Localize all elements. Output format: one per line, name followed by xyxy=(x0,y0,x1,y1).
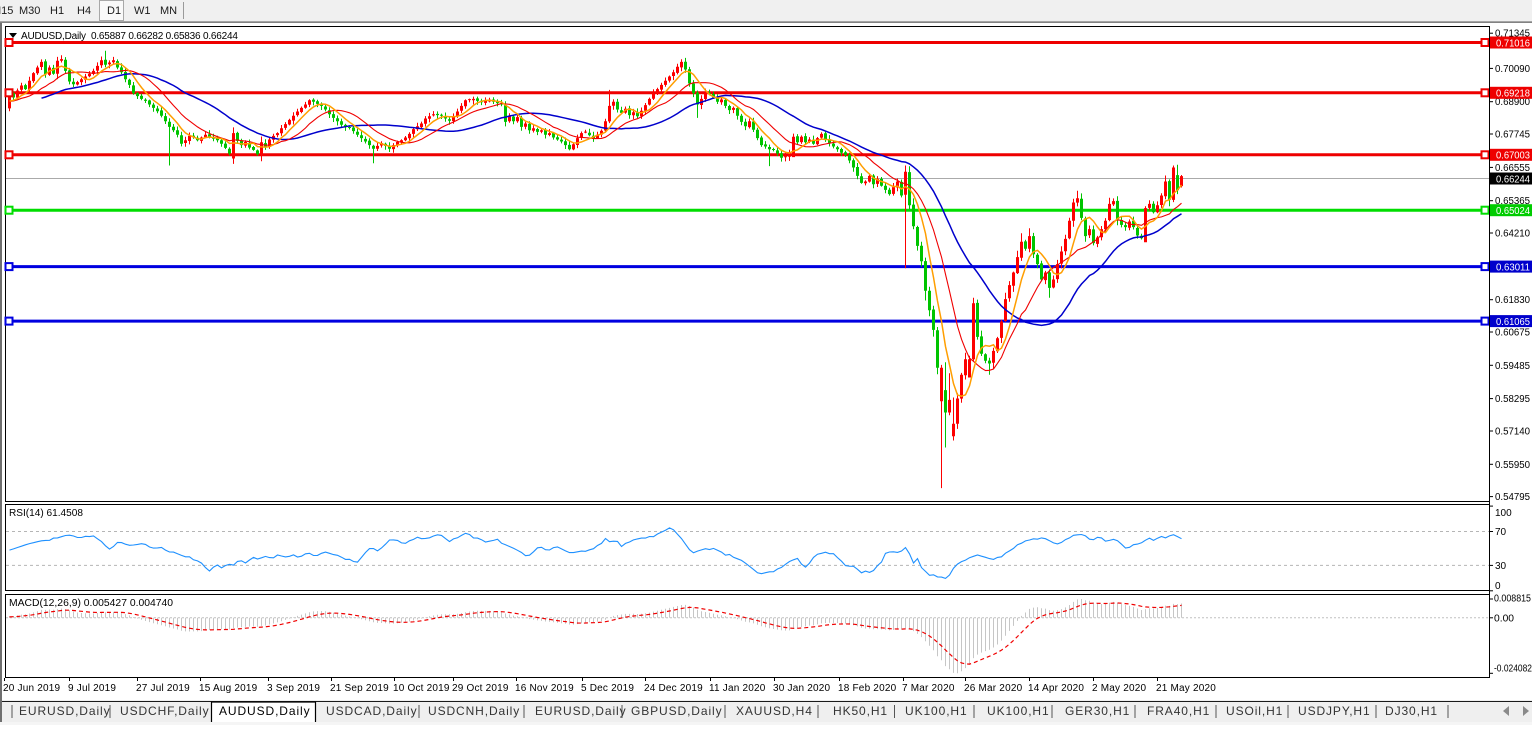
svg-text:GER30,H1: GER30,H1 xyxy=(1065,704,1130,718)
svg-text:-0.024082: -0.024082 xyxy=(1494,664,1532,675)
svg-text:MACD(12,26,9) 0.005427 0.00474: MACD(12,26,9) 0.005427 0.004740 xyxy=(9,598,173,609)
svg-text:0: 0 xyxy=(1495,581,1501,592)
svg-text:11 Jan 2020: 11 Jan 2020 xyxy=(709,683,766,694)
svg-text:2 May 2020: 2 May 2020 xyxy=(1092,683,1146,694)
svg-text:M15: M15 xyxy=(0,5,13,17)
svg-text:3 Sep 2019: 3 Sep 2019 xyxy=(267,683,320,694)
svg-text:USDCAD,Daily: USDCAD,Daily xyxy=(326,704,417,718)
svg-text:USOil,H1: USOil,H1 xyxy=(1226,704,1283,718)
svg-text:0.008815: 0.008815 xyxy=(1494,594,1531,605)
svg-text:0.67745: 0.67745 xyxy=(1495,130,1530,141)
svg-text:14 Apr 2020: 14 Apr 2020 xyxy=(1028,683,1084,694)
svg-text:30 Jan 2020: 30 Jan 2020 xyxy=(773,683,830,694)
svg-text:0.57140: 0.57140 xyxy=(1495,427,1530,438)
svg-text:EURUSD,Daily: EURUSD,Daily xyxy=(535,704,626,718)
svg-text:100: 100 xyxy=(1495,508,1512,519)
svg-text:EURUSD,Daily: EURUSD,Daily xyxy=(19,704,110,718)
svg-text:DJ30,H1: DJ30,H1 xyxy=(1385,704,1438,718)
svg-text:W1: W1 xyxy=(134,5,151,17)
svg-text:15 Aug 2019: 15 Aug 2019 xyxy=(199,683,258,694)
svg-text:UK100,H1: UK100,H1 xyxy=(905,704,968,718)
svg-text:0.55950: 0.55950 xyxy=(1495,460,1530,471)
svg-text:AUDUSD,Daily: AUDUSD,Daily xyxy=(219,704,310,718)
svg-text:20 Jun 2019: 20 Jun 2019 xyxy=(3,683,60,694)
svg-text:AUDUSD,Daily 0.65887 0.66282: AUDUSD,Daily 0.65887 0.66282 0.65836 0.6… xyxy=(21,31,238,42)
svg-text:0.70090: 0.70090 xyxy=(1495,64,1530,75)
svg-text:D1: D1 xyxy=(107,5,121,17)
svg-text:FRA40,H1: FRA40,H1 xyxy=(1147,704,1210,718)
svg-text:0.58295: 0.58295 xyxy=(1495,394,1530,405)
svg-text:USDJPY,H1: USDJPY,H1 xyxy=(1298,704,1371,718)
svg-text:0.60675: 0.60675 xyxy=(1495,328,1530,339)
svg-text:7 Mar 2020: 7 Mar 2020 xyxy=(902,683,955,694)
svg-text:0.66244: 0.66244 xyxy=(1496,174,1530,185)
svg-text:0.66555: 0.66555 xyxy=(1495,163,1530,174)
svg-text:70: 70 xyxy=(1495,527,1507,538)
svg-text:M30: M30 xyxy=(19,5,40,17)
svg-text:0.65365: 0.65365 xyxy=(1495,196,1530,207)
svg-text:0.00: 0.00 xyxy=(1494,613,1514,624)
svg-text:24 Dec 2019: 24 Dec 2019 xyxy=(644,683,703,694)
svg-text:9 Jul 2019: 9 Jul 2019 xyxy=(68,683,116,694)
svg-text:RSI(14) 61.4508: RSI(14) 61.4508 xyxy=(9,508,83,519)
svg-text:0.59485: 0.59485 xyxy=(1495,361,1530,372)
svg-text:H1: H1 xyxy=(50,5,64,17)
svg-text:0.61830: 0.61830 xyxy=(1495,295,1530,306)
svg-text:0.67003: 0.67003 xyxy=(1496,151,1530,162)
svg-text:USDCHF,Daily: USDCHF,Daily xyxy=(120,704,209,718)
svg-text:18 Feb 2020: 18 Feb 2020 xyxy=(838,683,897,694)
svg-text:5 Dec 2019: 5 Dec 2019 xyxy=(581,683,634,694)
svg-text:0.71345: 0.71345 xyxy=(1495,29,1530,40)
svg-text:26 Mar 2020: 26 Mar 2020 xyxy=(964,683,1023,694)
svg-text:10 Oct 2019: 10 Oct 2019 xyxy=(393,683,450,694)
svg-text:27 Jul 2019: 27 Jul 2019 xyxy=(136,683,190,694)
svg-text:21 Sep 2019: 21 Sep 2019 xyxy=(330,683,389,694)
svg-text:H4: H4 xyxy=(77,5,91,17)
svg-text:0.69218: 0.69218 xyxy=(1496,89,1530,100)
svg-text:0.71016: 0.71016 xyxy=(1496,38,1530,49)
svg-text:XAUUSD,H4: XAUUSD,H4 xyxy=(736,704,813,718)
svg-text:0.63011: 0.63011 xyxy=(1496,262,1530,273)
svg-text:0.65024: 0.65024 xyxy=(1496,206,1530,217)
svg-text:GBPUSD,Daily: GBPUSD,Daily xyxy=(631,704,722,718)
svg-text:UK100,H1: UK100,H1 xyxy=(987,704,1050,718)
svg-text:HK50,H1: HK50,H1 xyxy=(833,704,888,718)
svg-text:16 Nov 2019: 16 Nov 2019 xyxy=(515,683,574,694)
svg-text:21 May 2020: 21 May 2020 xyxy=(1156,683,1216,694)
svg-text:USDCNH,Daily: USDCNH,Daily xyxy=(428,704,520,718)
svg-text:MN: MN xyxy=(160,5,177,17)
svg-text:0.68900: 0.68900 xyxy=(1495,97,1530,108)
svg-text:0.61065: 0.61065 xyxy=(1496,317,1530,328)
svg-text:0.54795: 0.54795 xyxy=(1495,492,1530,503)
svg-text:0.64210: 0.64210 xyxy=(1495,229,1530,240)
svg-text:29 Oct 2019: 29 Oct 2019 xyxy=(452,683,509,694)
svg-text:30: 30 xyxy=(1495,561,1507,572)
